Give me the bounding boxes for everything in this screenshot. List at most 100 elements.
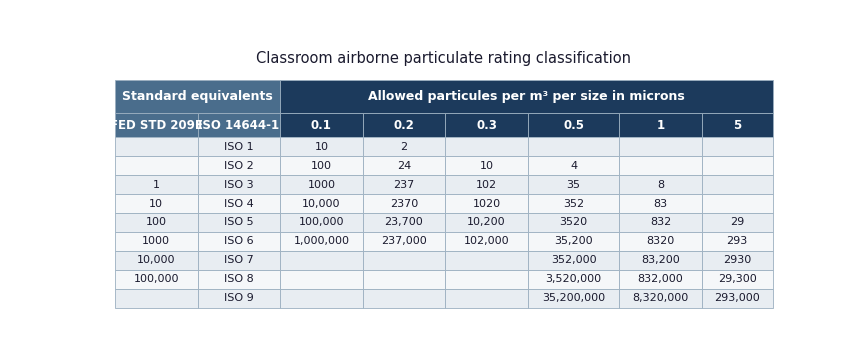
Bar [445,156,528,175]
Bar [445,113,528,137]
Text: 10: 10 [314,142,328,152]
Text: ISO 7: ISO 7 [224,256,254,265]
Bar [363,251,445,270]
Bar [115,175,197,194]
Text: 237,000: 237,000 [381,237,427,246]
Text: FED STD 209E: FED STD 209E [110,119,203,132]
Bar [528,137,619,156]
Bar [280,289,363,308]
Bar [115,232,197,251]
Bar [528,289,619,308]
Text: 293,000: 293,000 [714,293,760,303]
Bar [445,251,528,270]
Text: 100: 100 [311,161,332,171]
Bar [701,270,772,289]
Bar [701,251,772,270]
Text: 29,300: 29,300 [718,275,757,284]
Text: Allowed particules per m³ per size in microns: Allowed particules per m³ per size in mi… [368,90,685,103]
Text: ISO 8: ISO 8 [224,275,254,284]
Text: 100: 100 [145,218,167,227]
Bar [619,194,701,213]
Bar [363,156,445,175]
Bar [280,270,363,289]
Bar [701,213,772,232]
Bar [528,213,619,232]
Bar [701,289,772,308]
Bar [445,232,528,251]
Text: 10: 10 [480,161,494,171]
Bar [528,194,619,213]
Bar [528,175,619,194]
Bar [619,137,701,156]
Text: 10,200: 10,200 [468,218,506,227]
Text: 1000: 1000 [307,180,335,189]
Text: 0.1: 0.1 [311,119,332,132]
Bar [197,289,280,308]
Bar [363,270,445,289]
Bar [701,175,772,194]
Text: ISO 1: ISO 1 [224,142,254,152]
Bar [619,289,701,308]
Text: 8: 8 [657,180,664,189]
Text: 832: 832 [650,218,671,227]
Text: 10,000: 10,000 [302,199,340,208]
Text: 832,000: 832,000 [637,275,683,284]
Bar [528,156,619,175]
Bar [280,80,772,113]
Text: 8,320,000: 8,320,000 [632,293,688,303]
Bar [115,80,280,113]
Text: Classroom airborne particulate rating classification: Classroom airborne particulate rating cl… [256,51,631,66]
Bar [363,289,445,308]
Bar [115,156,197,175]
Text: ISO 2: ISO 2 [224,161,254,171]
Text: 5: 5 [734,119,741,132]
Bar [115,194,197,213]
Text: 3520: 3520 [559,218,588,227]
Text: 1000: 1000 [142,237,171,246]
Text: 0.3: 0.3 [476,119,497,132]
Bar [619,213,701,232]
Bar [445,270,528,289]
Text: 0.5: 0.5 [563,119,584,132]
Text: 102,000: 102,000 [464,237,509,246]
Text: 102: 102 [476,180,497,189]
Text: ISO 14644-1: ISO 14644-1 [198,119,280,132]
Bar [197,270,280,289]
Text: 3,520,000: 3,520,000 [546,275,602,284]
Text: 1020: 1020 [473,199,501,208]
Bar [280,213,363,232]
Bar [701,137,772,156]
Bar [197,232,280,251]
Bar [619,270,701,289]
Bar [197,175,280,194]
Bar [619,232,701,251]
Bar [363,194,445,213]
Text: 4: 4 [570,161,577,171]
Bar [197,194,280,213]
Bar [280,232,363,251]
Text: 352,000: 352,000 [551,256,597,265]
Text: ISO 6: ISO 6 [224,237,254,246]
Bar [115,137,197,156]
Text: ISO 3: ISO 3 [224,180,254,189]
Text: 100,000: 100,000 [299,218,344,227]
Text: 35: 35 [566,180,580,189]
Bar [619,113,701,137]
Text: 23,700: 23,700 [385,218,423,227]
Bar [363,213,445,232]
Text: 8320: 8320 [646,237,675,246]
Text: 2: 2 [400,142,408,152]
Bar [197,251,280,270]
Bar [280,175,363,194]
Text: 1: 1 [152,180,159,189]
Text: 2930: 2930 [723,256,752,265]
Text: ISO 9: ISO 9 [224,293,254,303]
Text: 352: 352 [563,199,584,208]
Bar [115,113,197,137]
Bar [619,251,701,270]
Text: 35,200: 35,200 [554,237,593,246]
Bar [280,156,363,175]
Bar [363,113,445,137]
Bar [197,113,280,137]
Bar [115,270,197,289]
